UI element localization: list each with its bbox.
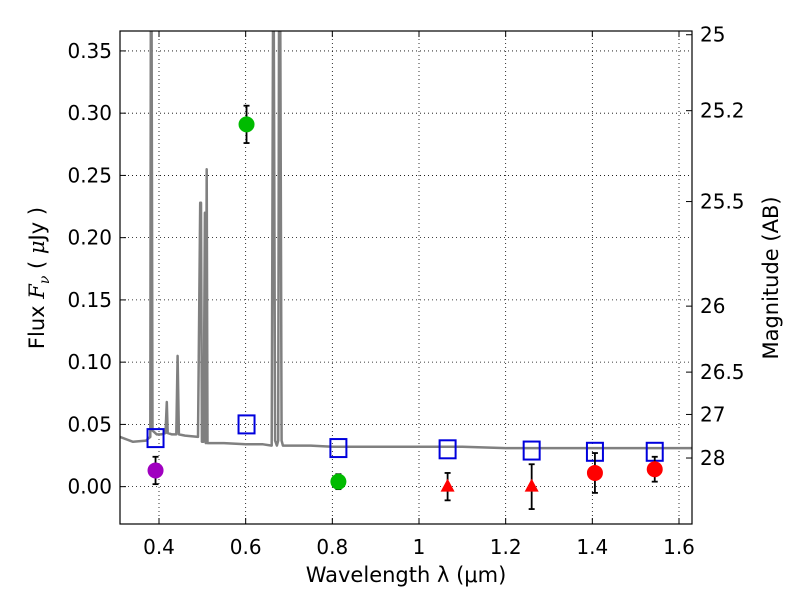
- model-spectrum-line: [120, 31, 692, 450]
- observed-flux-point: [586, 464, 603, 481]
- x-axis-ticks: 0.4 0.6 0.8 1 1.2 1.4 1.6: [143, 31, 695, 559]
- upper-limit-marker: [524, 478, 539, 492]
- y-tick-label: 0.20: [67, 226, 112, 250]
- y-tick-label: 0.15: [67, 288, 112, 312]
- right-tick-label: 26: [700, 294, 725, 318]
- model-flux-square: [438, 439, 457, 460]
- model-flux-markers: [146, 414, 664, 462]
- x-tick-label: 1: [413, 535, 426, 559]
- model-flux-square: [329, 438, 348, 459]
- model-flux-square: [522, 440, 541, 461]
- model-flux-square: [237, 414, 256, 435]
- x-tick-label: 0.4: [143, 535, 175, 559]
- x-tick-label: 1.6: [663, 535, 695, 559]
- y-tick-label: 0.35: [67, 39, 112, 63]
- right-tick-label: 26.5: [700, 360, 745, 384]
- y-tick-label: 0.05: [67, 412, 112, 436]
- y-tick-label: 0.00: [67, 475, 112, 499]
- right-axis-title: Magnitude (AB): [759, 196, 783, 359]
- y-tick-label: 0.10: [67, 350, 112, 374]
- y-axis-title: Flux Fν ( μJy ): [25, 207, 53, 349]
- observed-flux-point: [238, 116, 255, 133]
- right-tick-label: 25.2: [700, 99, 745, 123]
- x-tick-label: 0.6: [230, 535, 262, 559]
- observed-flux-markers: [147, 116, 663, 492]
- x-axis-title: Wavelength λ (μm): [306, 563, 507, 587]
- y-axis-ticks: 0.00 0.05 0.10 0.15 0.20 0.25 0.30 0.35: [67, 39, 126, 499]
- y-tick-label: 0.30: [67, 101, 112, 125]
- model-flux-square: [146, 428, 165, 449]
- x-tick-label: 0.8: [316, 535, 348, 559]
- x-tick-label: 1.4: [576, 535, 608, 559]
- right-tick-label: 27: [700, 402, 725, 426]
- right-tick-label: 25: [700, 23, 725, 47]
- observed-flux-point: [330, 473, 347, 490]
- observed-flux-point: [646, 461, 663, 478]
- right-axis-ticks: 25 25.2 25.5 26 26.5 27 28: [686, 23, 745, 470]
- right-tick-label: 28: [700, 446, 725, 470]
- y-tick-label: 0.25: [67, 163, 112, 187]
- plot-frame: [119, 30, 693, 525]
- grid: [120, 31, 692, 524]
- right-tick-label: 25.5: [700, 190, 745, 214]
- upper-limit-marker: [440, 478, 455, 492]
- observed-flux-point: [147, 462, 164, 479]
- x-tick-label: 1.2: [490, 535, 522, 559]
